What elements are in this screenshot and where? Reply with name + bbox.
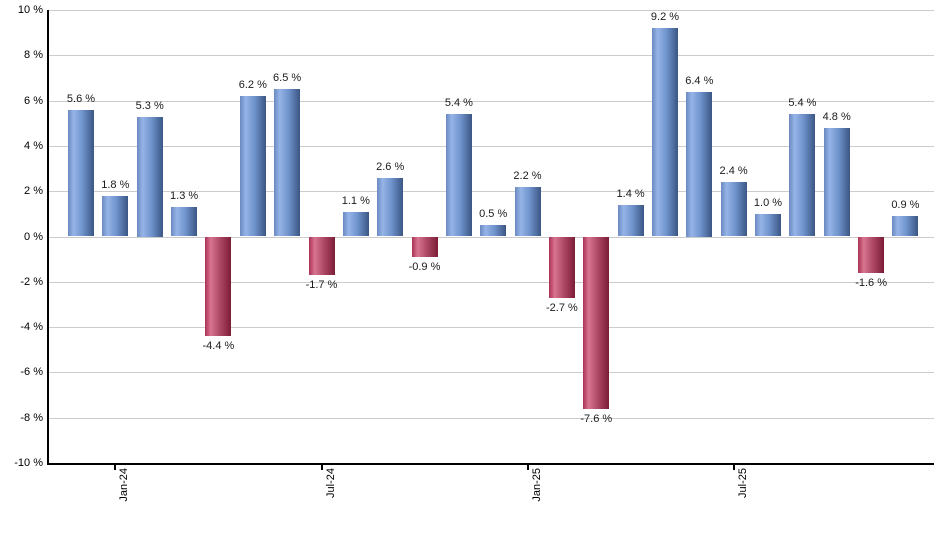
- x-axis-tick: [526, 463, 529, 470]
- bar-positive: [823, 127, 850, 237]
- bar-value-label: -1.7 %: [305, 279, 338, 291]
- bar-positive: [102, 195, 129, 237]
- bar-value-label: 5.4 %: [788, 97, 817, 110]
- gridline: [48, 372, 934, 374]
- bar-value-label: 4.8 %: [822, 110, 851, 123]
- bar-value-label: 5.6 %: [66, 92, 96, 105]
- x-axis-tick-label: Jan-24: [118, 468, 131, 502]
- bar-negative: [308, 236, 335, 275]
- x-axis-tick-label: Jul-25: [736, 468, 749, 498]
- bar-positive: [445, 114, 472, 237]
- bar-positive: [68, 109, 94, 237]
- bar-value-label: 1.3 %: [170, 190, 199, 203]
- bar-value-label: -1.6 %: [855, 276, 887, 289]
- bar-positive: [720, 182, 747, 237]
- y-axis-tick-label: 4 %: [24, 139, 43, 152]
- x-axis-tick-label: Jul-24: [324, 468, 337, 498]
- bar-negative: [411, 236, 438, 257]
- y-axis-line: [47, 10, 49, 465]
- bar-value-label: 0.9 %: [891, 199, 920, 212]
- y-axis-tick-label: -6 %: [20, 366, 43, 379]
- bar-positive: [686, 91, 713, 237]
- gridline: [48, 327, 934, 329]
- x-axis-tick-label: Jan-25: [530, 468, 543, 502]
- y-axis-tick-label: 10 %: [17, 4, 43, 16]
- bar-value-label: 0.5 %: [479, 208, 508, 221]
- y-axis-tick-label: 6 %: [24, 94, 43, 107]
- bar-positive: [892, 216, 919, 237]
- bar-value-label: -4.4 %: [202, 340, 235, 353]
- bar-positive: [342, 211, 369, 237]
- bar-positive: [480, 225, 507, 237]
- bar-value-label: 2.6 %: [376, 160, 405, 173]
- bar-value-label: 2.4 %: [719, 165, 748, 178]
- y-axis-tick-label: -2 %: [20, 275, 43, 288]
- bar-positive: [171, 207, 198, 237]
- bar-value-label: 6.2 %: [238, 79, 267, 92]
- bar-value-label: 1.0 %: [753, 196, 783, 209]
- gridline: [48, 417, 934, 419]
- bar-positive: [514, 186, 541, 237]
- y-axis-tick-label: -4 %: [20, 321, 43, 334]
- bar-value-label: 6.5 %: [273, 72, 302, 85]
- gridline: [48, 191, 934, 193]
- x-axis-tick: [320, 463, 323, 470]
- x-axis-tick: [114, 463, 117, 470]
- bar-value-label: 2.2 %: [513, 169, 542, 182]
- gridline: [48, 55, 934, 57]
- x-axis-line: [47, 463, 934, 465]
- bar-value-label: 6.4 %: [685, 74, 714, 87]
- x-axis-tick: [732, 463, 735, 470]
- bar-positive: [789, 114, 816, 237]
- bar-positive: [377, 177, 404, 237]
- gridline: [48, 281, 934, 283]
- y-axis-tick-label: -10 %: [14, 457, 43, 469]
- bar-negative: [583, 236, 610, 409]
- bar-negative: [205, 236, 232, 337]
- bar-positive: [274, 89, 301, 237]
- bar-value-label: -0.9 %: [408, 260, 441, 273]
- y-axis-tick-label: 0 %: [24, 230, 43, 243]
- gridline: [48, 100, 934, 102]
- gridline: [48, 145, 934, 147]
- bar-negative: [548, 236, 575, 298]
- bar-positive: [617, 204, 644, 237]
- bar-value-label: 5.3 %: [135, 99, 164, 112]
- bar-value-label: -2.7 %: [545, 301, 578, 314]
- y-axis-tick-label: 2 %: [24, 185, 43, 198]
- bar-value-label: -7.6 %: [580, 412, 613, 425]
- gridline: [48, 10, 934, 11]
- y-axis-tick-label: 8 %: [24, 49, 43, 62]
- bar-value-label: 9.2 %: [650, 11, 680, 24]
- gridline: [48, 236, 934, 238]
- bar-negative: [858, 236, 885, 273]
- bar-value-label: 1.4 %: [616, 187, 645, 200]
- bar-positive: [755, 213, 781, 237]
- y-axis-tick-label: -8 %: [20, 411, 43, 424]
- bar-positive: [652, 28, 678, 237]
- bar-value-label: 1.8 %: [101, 178, 130, 191]
- bar-positive: [239, 96, 266, 237]
- bar-value-label: 1.1 %: [341, 194, 370, 207]
- bar-positive: [136, 116, 163, 237]
- bar-value-label: 5.4 %: [444, 97, 473, 110]
